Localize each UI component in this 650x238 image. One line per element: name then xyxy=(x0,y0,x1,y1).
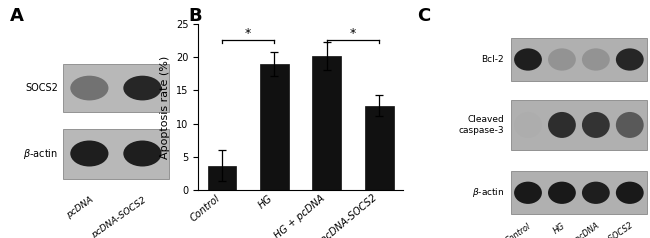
Ellipse shape xyxy=(548,182,576,204)
Text: pcDNA-SOCS2: pcDNA-SOCS2 xyxy=(90,195,148,238)
Ellipse shape xyxy=(514,182,542,204)
Ellipse shape xyxy=(70,140,109,167)
Ellipse shape xyxy=(616,182,644,204)
FancyBboxPatch shape xyxy=(63,129,169,178)
Bar xyxy=(207,166,237,190)
Text: Bcl-2: Bcl-2 xyxy=(482,55,504,64)
Text: Control: Control xyxy=(504,221,533,238)
Text: $\beta$-actin: $\beta$-actin xyxy=(471,186,504,199)
Bar xyxy=(365,106,394,190)
Ellipse shape xyxy=(582,48,610,71)
Ellipse shape xyxy=(548,112,576,138)
FancyBboxPatch shape xyxy=(511,100,647,150)
Text: SOCS2: SOCS2 xyxy=(25,83,58,93)
Bar xyxy=(260,64,289,190)
Ellipse shape xyxy=(70,76,109,100)
Ellipse shape xyxy=(514,112,542,138)
FancyBboxPatch shape xyxy=(511,171,647,214)
Text: *: * xyxy=(245,27,252,40)
Text: HG + pcDNA-SOCS2: HG + pcDNA-SOCS2 xyxy=(563,221,635,238)
Y-axis label: Apoptosis rate (%): Apoptosis rate (%) xyxy=(161,55,170,159)
Text: *: * xyxy=(350,27,356,40)
Ellipse shape xyxy=(124,140,161,167)
Text: A: A xyxy=(10,7,23,25)
Text: Cleaved
caspase-3: Cleaved caspase-3 xyxy=(458,115,504,135)
Ellipse shape xyxy=(582,112,610,138)
FancyBboxPatch shape xyxy=(511,38,647,81)
FancyBboxPatch shape xyxy=(63,64,169,112)
Text: $\beta$-actin: $\beta$-actin xyxy=(23,147,58,160)
Ellipse shape xyxy=(124,76,161,100)
Ellipse shape xyxy=(616,112,644,138)
Text: HG: HG xyxy=(552,221,567,236)
Ellipse shape xyxy=(616,48,644,71)
Ellipse shape xyxy=(582,182,610,204)
Text: pcDNA: pcDNA xyxy=(64,195,94,220)
Ellipse shape xyxy=(548,48,576,71)
Text: C: C xyxy=(417,7,431,25)
Text: HG + pcDNA: HG + pcDNA xyxy=(554,221,601,238)
Ellipse shape xyxy=(514,48,542,71)
Text: B: B xyxy=(188,7,202,25)
Bar xyxy=(313,56,341,190)
